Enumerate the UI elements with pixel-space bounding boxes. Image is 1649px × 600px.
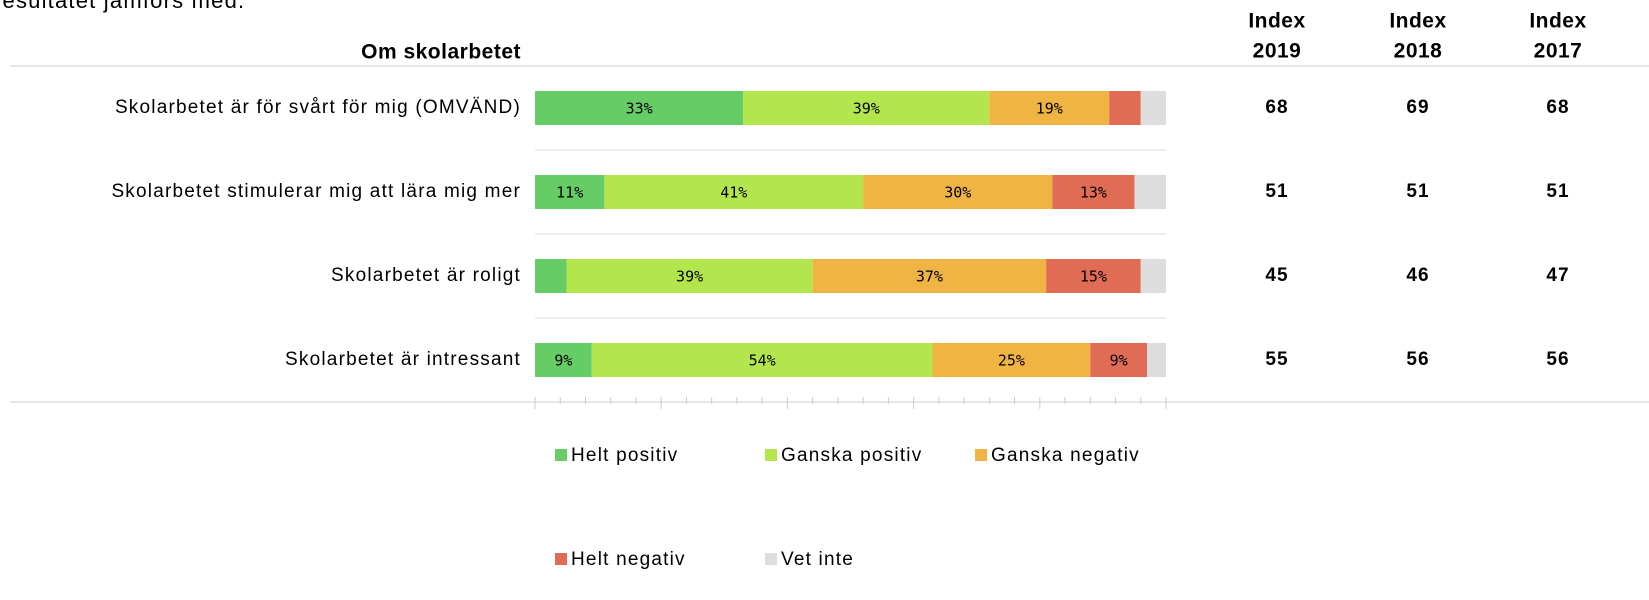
index-year: 2018 bbox=[1394, 40, 1443, 63]
bar-segment bbox=[535, 91, 744, 125]
index-value: 68 bbox=[1265, 97, 1288, 118]
value-label: 41% bbox=[720, 184, 747, 202]
bar-segment bbox=[1109, 91, 1141, 125]
index-value: 69 bbox=[1406, 97, 1429, 118]
value-label: 9% bbox=[1110, 352, 1128, 370]
index-header: Index bbox=[1248, 10, 1305, 33]
legend-label: Helt negativ bbox=[571, 549, 686, 570]
index-value: 56 bbox=[1406, 349, 1429, 370]
index-value: 51 bbox=[1406, 181, 1429, 202]
legend-swatch bbox=[765, 449, 777, 461]
index-year: 2019 bbox=[1253, 40, 1302, 63]
index-value: 46 bbox=[1406, 265, 1429, 286]
bar-segment bbox=[1090, 343, 1148, 377]
bar-segment bbox=[812, 259, 1047, 293]
legend-swatch bbox=[975, 449, 987, 461]
value-label: 54% bbox=[749, 352, 776, 370]
value-label: 9% bbox=[554, 352, 572, 370]
bar-segment bbox=[604, 175, 864, 209]
note: resultatet jämförs med. bbox=[0, 0, 245, 13]
bar-segment bbox=[1046, 259, 1141, 293]
value-label: 33% bbox=[626, 100, 653, 118]
legend-label: Vet inte bbox=[781, 549, 854, 570]
value-label: 30% bbox=[944, 184, 971, 202]
value-label: 39% bbox=[853, 100, 880, 118]
bar-segment bbox=[535, 343, 592, 377]
legend-swatch bbox=[555, 553, 567, 565]
category-label: Skolarbetet är för svårt för mig (OMVÄND… bbox=[115, 97, 521, 118]
bar-segment bbox=[1147, 343, 1166, 377]
bar-segment bbox=[1140, 259, 1166, 293]
bar-segment bbox=[535, 259, 567, 293]
index-header: Index bbox=[1389, 10, 1446, 33]
category-label: Skolarbetet stimulerar mig att lära mig … bbox=[111, 181, 521, 202]
index-value: 55 bbox=[1265, 349, 1288, 370]
index-value: 56 bbox=[1546, 349, 1569, 370]
value-label: 25% bbox=[998, 352, 1025, 370]
value-label: 13% bbox=[1080, 184, 1107, 202]
bar-segment bbox=[566, 259, 813, 293]
value-label: 37% bbox=[916, 268, 943, 286]
value-label: 19% bbox=[1036, 100, 1063, 118]
category-label: Skolarbetet är intressant bbox=[285, 349, 521, 370]
index-value: 47 bbox=[1546, 265, 1569, 286]
bar-segment bbox=[989, 91, 1110, 125]
bar-segment bbox=[535, 175, 605, 209]
index-value: 51 bbox=[1265, 181, 1288, 202]
index-header: Index bbox=[1529, 10, 1586, 33]
bar-segment bbox=[1134, 175, 1166, 209]
index-value: 51 bbox=[1546, 181, 1569, 202]
bar-segment bbox=[1052, 175, 1135, 209]
index-year: 2017 bbox=[1534, 40, 1583, 63]
value-label: 39% bbox=[676, 268, 703, 286]
value-label: 15% bbox=[1080, 268, 1107, 286]
bar-segment bbox=[591, 343, 933, 377]
legend-label: Ganska negativ bbox=[991, 445, 1140, 466]
category-label: Skolarbetet är roligt bbox=[331, 265, 521, 286]
chart-title: Om skolarbetet bbox=[361, 41, 521, 64]
bar-segment bbox=[932, 343, 1091, 377]
legend-label: Helt positiv bbox=[571, 445, 678, 466]
index-value: 45 bbox=[1265, 265, 1288, 286]
value-label: 11% bbox=[556, 184, 583, 202]
legend-swatch bbox=[555, 449, 567, 461]
bar-segment bbox=[1140, 91, 1166, 125]
legend-label: Ganska positiv bbox=[781, 445, 922, 466]
index-value: 68 bbox=[1546, 97, 1569, 118]
legend-swatch bbox=[765, 553, 777, 565]
bar-segment bbox=[863, 175, 1053, 209]
bar-segment bbox=[743, 91, 990, 125]
